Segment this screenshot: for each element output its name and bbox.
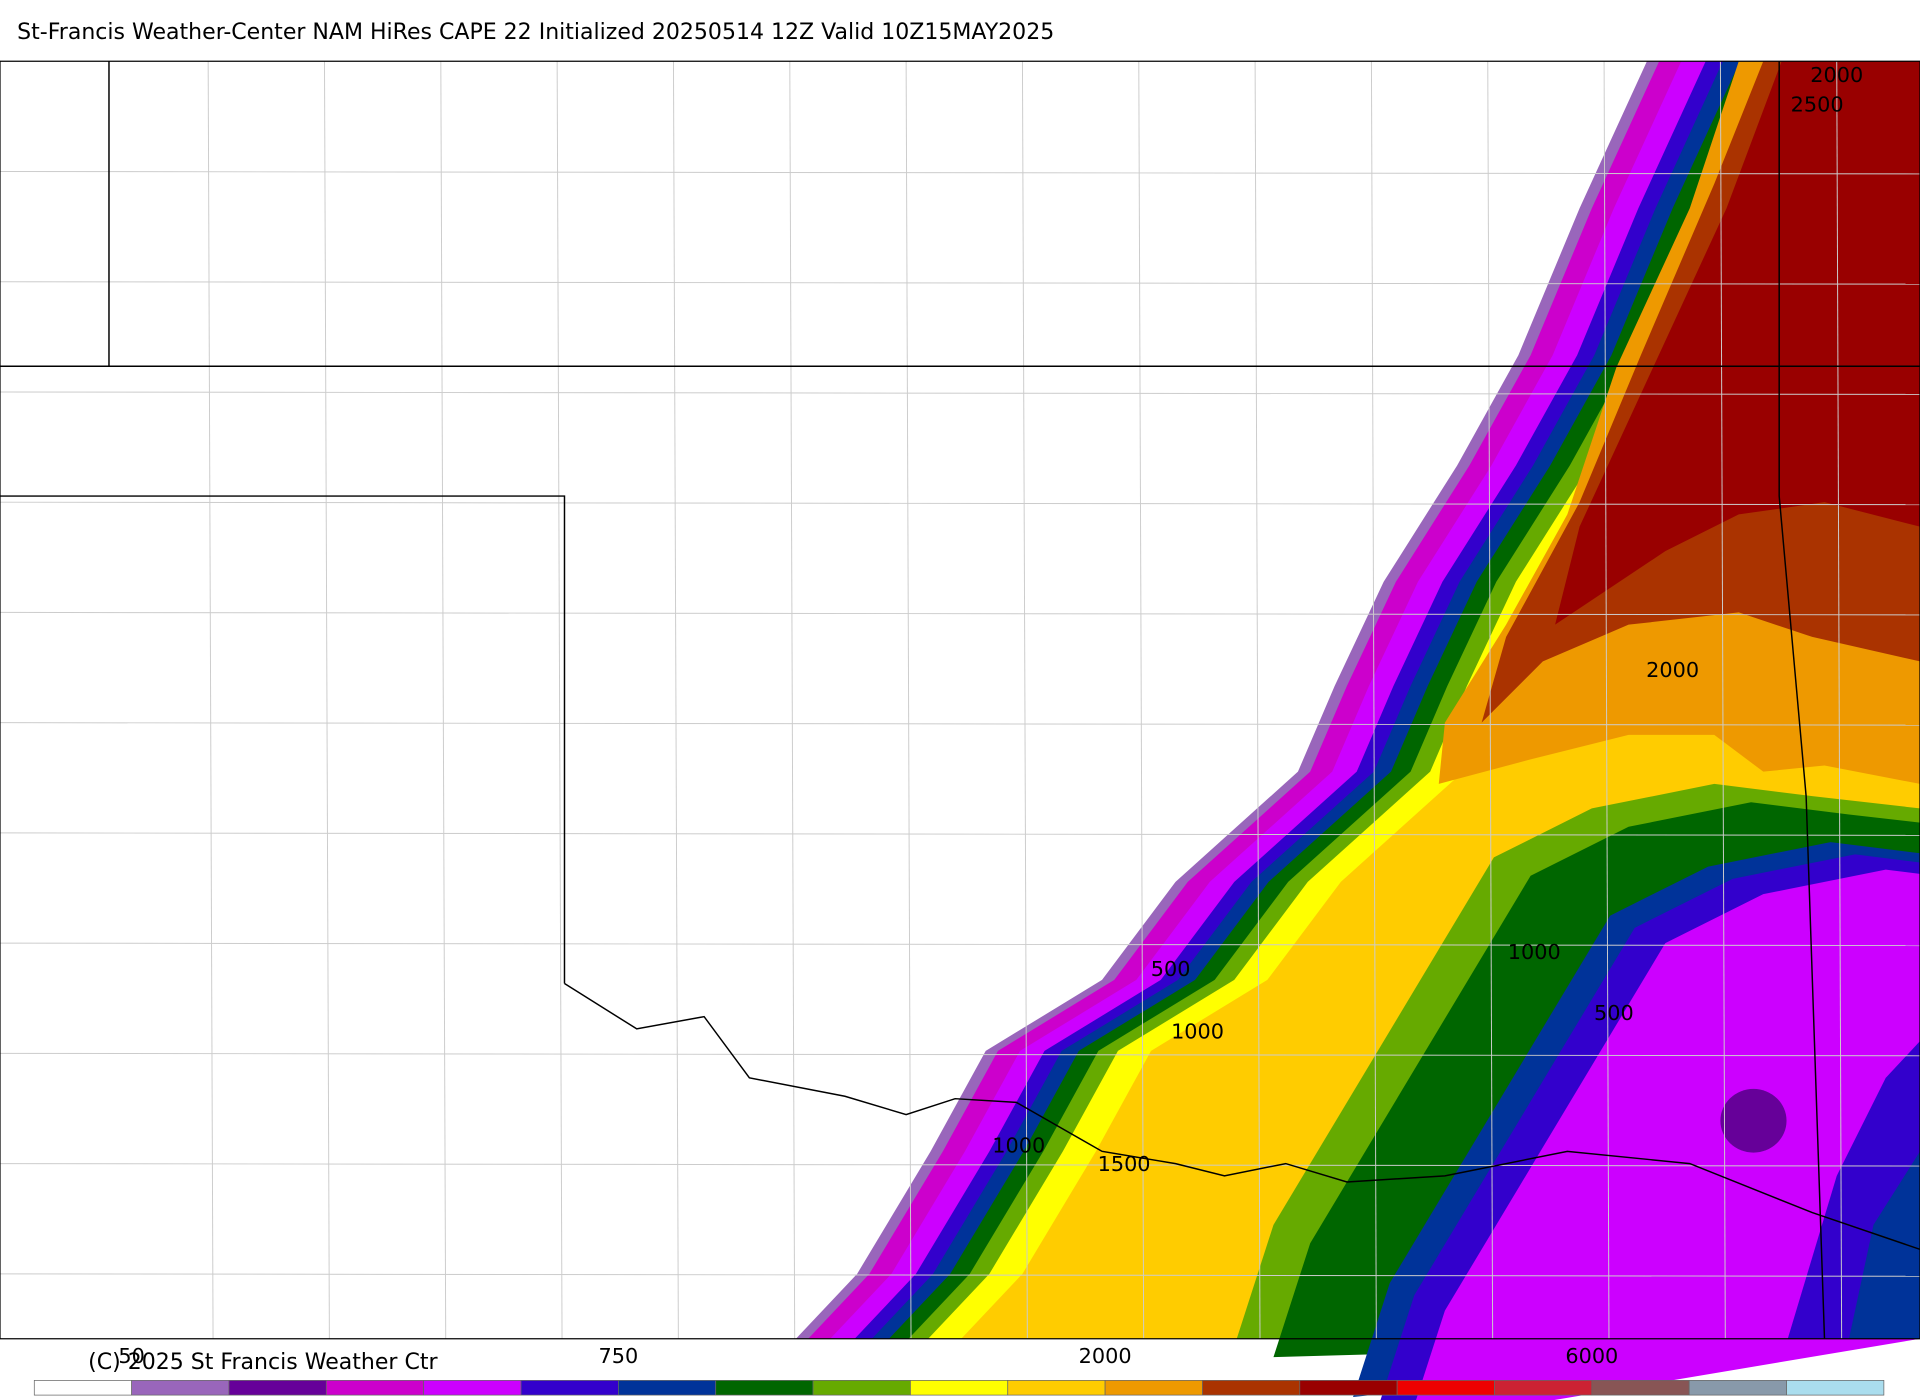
- county-line: [0, 1052, 1920, 1057]
- colorbar-swatch: [812, 1380, 911, 1396]
- copyright: (C) 2025 St Francis Weather Ctr: [88, 1350, 438, 1375]
- colorbar-swatch: [520, 1380, 619, 1396]
- colorbar-swatch: [325, 1380, 425, 1396]
- colorbar-swatch: [1688, 1380, 1787, 1396]
- colorbar-swatch: [1396, 1380, 1495, 1396]
- colorbar-swatch: [910, 1380, 1009, 1396]
- county-line: [1836, 61, 1843, 1339]
- colorbar-swatch: [1299, 1380, 1398, 1396]
- county-line: [0, 942, 1920, 947]
- colorbar-swatch: [131, 1380, 230, 1396]
- county-line: [0, 611, 1920, 616]
- colorbar-label: 6000: [1565, 1344, 1618, 1368]
- contour-label: 1000: [992, 1133, 1045, 1157]
- cape-field: [795, 61, 1920, 1400]
- colorbar-swatch: [33, 1380, 132, 1396]
- county-line: [556, 61, 563, 1339]
- colorbar-swatch: [423, 1380, 522, 1396]
- colorbar: 50 750 2000 6000: [33, 1344, 1885, 1396]
- colorbar-label: 750: [599, 1344, 639, 1368]
- county-line: [0, 170, 1920, 175]
- map-frame: [0, 60, 1920, 1340]
- county-line: [0, 832, 1920, 836]
- county-line: [1603, 61, 1610, 1339]
- colorbar-swatch: [618, 1380, 717, 1396]
- county-line: [440, 61, 447, 1339]
- cape-band: [1848, 1151, 1920, 1339]
- county-line: [1719, 61, 1726, 1339]
- county-line: [0, 1163, 1920, 1167]
- title: St-Francis Weather-Center NAM HiRes CAPE…: [17, 20, 1054, 45]
- county-line: [1487, 61, 1494, 1339]
- contour-label: 2500: [1791, 92, 1844, 116]
- colorbar-label: 2000: [1079, 1344, 1132, 1368]
- county-line: [672, 61, 679, 1339]
- county-line: [0, 281, 1920, 285]
- colorbar-swatch: [1494, 1380, 1593, 1396]
- colorbar-label: 50: [118, 1344, 144, 1368]
- colorbar-swatch: [1591, 1380, 1690, 1396]
- contour-label: 1500: [1098, 1152, 1151, 1176]
- colorbar-swatch: [1007, 1380, 1106, 1396]
- contour-label: 2000: [1646, 658, 1699, 682]
- contour-label: 1000: [1171, 1020, 1224, 1044]
- county-line: [1021, 61, 1028, 1339]
- colorbar-swatch: [1202, 1380, 1301, 1396]
- county-line: [905, 61, 912, 1339]
- colorbar-swatch: [1786, 1380, 1885, 1396]
- borders: [0, 61, 1920, 1339]
- state-border: [0, 495, 566, 984]
- contour-label: 500: [1594, 1001, 1634, 1025]
- county-line: [0, 391, 1920, 395]
- contour-label: 500: [1151, 957, 1191, 981]
- colorbar-swatch: [715, 1380, 814, 1396]
- cape-band: [1555, 61, 1920, 625]
- county-line: [207, 61, 214, 1339]
- colorbar-swatch: [1104, 1380, 1203, 1396]
- contour-label: 2000: [1810, 63, 1863, 87]
- contour-labels: 2000 2500 2000 500 1000 1000 500 1500 1000: [992, 63, 1863, 1176]
- state-border: [1778, 61, 1826, 1339]
- county-line: [0, 501, 1920, 506]
- county-line: [1254, 61, 1261, 1339]
- cape-band: [1416, 869, 1920, 1400]
- county-line: [1370, 61, 1377, 1339]
- county-line: [1138, 61, 1145, 1339]
- cape-blob: [1720, 1088, 1787, 1153]
- colorbar-swatch: [228, 1380, 327, 1396]
- county-line: [0, 722, 1920, 726]
- county-line: [0, 1273, 1920, 1277]
- state-border: [564, 982, 1920, 1251]
- county-line: [789, 61, 796, 1339]
- contour-label: 1000: [1508, 940, 1561, 964]
- county-line: [324, 61, 330, 1339]
